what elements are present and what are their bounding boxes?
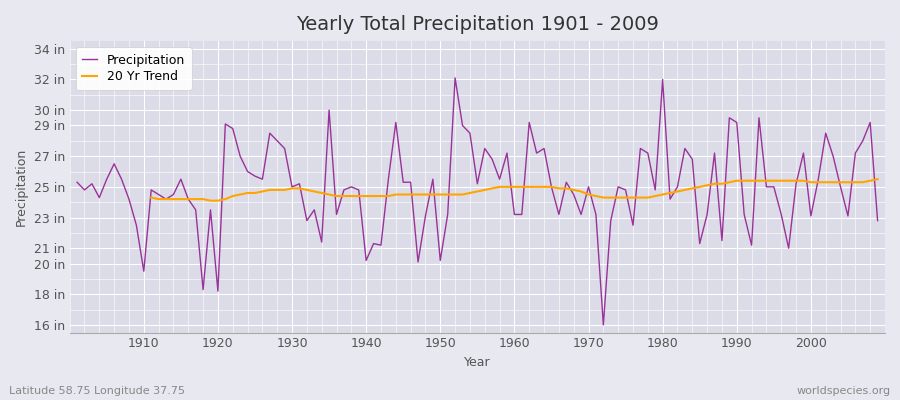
20 Yr Trend bbox=[517, 184, 527, 189]
Precipitation bbox=[72, 180, 83, 185]
20 Yr Trend bbox=[205, 198, 216, 203]
20 Yr Trend bbox=[146, 195, 157, 200]
Precipitation bbox=[338, 188, 349, 192]
Precipitation bbox=[517, 212, 527, 217]
Precipitation bbox=[294, 181, 305, 186]
Precipitation bbox=[613, 184, 624, 189]
Title: Yearly Total Precipitation 1901 - 2009: Yearly Total Precipitation 1901 - 2009 bbox=[296, 15, 659, 34]
Text: Latitude 58.75 Longitude 37.75: Latitude 58.75 Longitude 37.75 bbox=[9, 386, 185, 396]
Precipitation bbox=[450, 76, 461, 80]
Precipitation bbox=[131, 223, 142, 228]
Y-axis label: Precipitation: Precipitation bbox=[15, 148, 28, 226]
20 Yr Trend bbox=[324, 192, 335, 197]
X-axis label: Year: Year bbox=[464, 356, 491, 369]
20 Yr Trend bbox=[724, 180, 734, 185]
Line: Precipitation: Precipitation bbox=[77, 78, 878, 325]
20 Yr Trend bbox=[346, 194, 356, 198]
20 Yr Trend bbox=[872, 177, 883, 182]
Precipitation bbox=[872, 218, 883, 223]
Precipitation bbox=[509, 212, 520, 217]
Precipitation bbox=[598, 322, 608, 327]
Text: worldspecies.org: worldspecies.org bbox=[796, 386, 891, 396]
Legend: Precipitation, 20 Yr Trend: Precipitation, 20 Yr Trend bbox=[76, 47, 192, 90]
Line: 20 Yr Trend: 20 Yr Trend bbox=[151, 179, 878, 201]
20 Yr Trend bbox=[375, 194, 386, 198]
20 Yr Trend bbox=[538, 184, 549, 189]
